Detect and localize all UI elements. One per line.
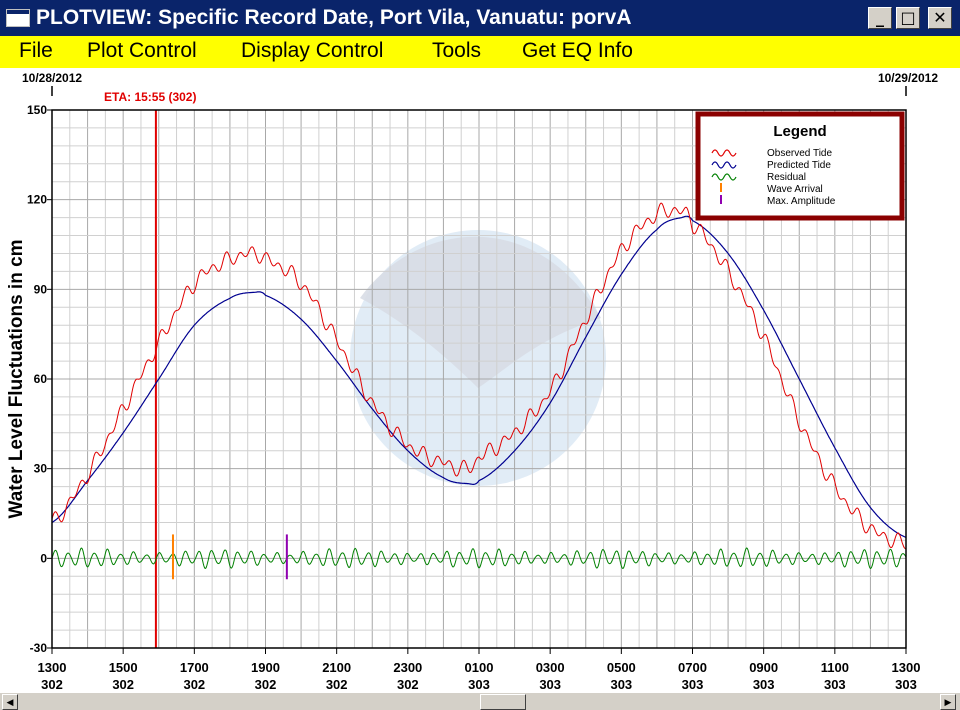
noaa-watermark (350, 230, 606, 486)
x-tick-label-day: 302 (112, 677, 134, 692)
x-tick-label-time: 0300 (536, 660, 565, 675)
legend-swatch-wave (711, 149, 737, 157)
x-tick-label-time: 1500 (109, 660, 138, 675)
x-tick-label-time: 2300 (393, 660, 422, 675)
legend-box (695, 111, 905, 221)
y-tick-label: 120 (27, 193, 47, 207)
x-tick-label-day: 302 (326, 677, 348, 692)
x-tick-label-day: 302 (255, 677, 277, 692)
legend-swatch-wave (711, 161, 737, 169)
x-tick-label-day: 303 (824, 677, 846, 692)
start-date-label: 10/28/2012 (22, 71, 82, 85)
watermark-bird (360, 236, 601, 388)
x-tick-label-day: 303 (468, 677, 490, 692)
menu-bar: File Plot Control Display Control Tools … (0, 36, 960, 68)
menu-display-control[interactable]: Display Control (241, 39, 384, 62)
tide-chart: -30 0 30 60 90 120 150 1300 302 1500 302 1700 302 190… (0, 68, 960, 692)
x-tick-label-time: 1700 (180, 660, 209, 675)
x-tick-label-day: 302 (183, 677, 205, 692)
x-tick-label-day: 302 (41, 677, 63, 692)
y-tick-label: 90 (34, 282, 48, 296)
eta-label: ETA: 15:55 (302) (104, 90, 196, 104)
menu-file[interactable]: File (19, 39, 53, 62)
x-tick-label-time: 0100 (465, 660, 494, 675)
series-line-predicted-tide (51, 215, 907, 538)
app-window-icon (6, 9, 30, 27)
scroll-left-button[interactable]: ◀ (2, 694, 18, 710)
x-tick-label-time: 1300 (892, 660, 921, 675)
legend-label: Predicted Tide (767, 160, 831, 171)
close-button[interactable]: ✕ (928, 7, 952, 29)
series-line-observed-tide (51, 202, 907, 550)
x-tick-label-day: 303 (539, 677, 561, 692)
x-tick-label-day: 303 (682, 677, 704, 692)
x-tick-label-time: 0500 (607, 660, 636, 675)
y-tick-label: 150 (27, 103, 47, 117)
y-tick-label: 0 (40, 551, 47, 565)
end-date-label: 10/29/2012 (878, 71, 938, 85)
y-tick-label: -30 (30, 641, 48, 655)
x-tick-label-day: 303 (610, 677, 632, 692)
menu-get-eq-info[interactable]: Get EQ Info (522, 39, 633, 62)
chart-svg: -30 0 30 60 90 120 150 1300 302 1500 302 1700 302 190… (6, 71, 938, 692)
y-axis-title: Water Level Fluctuations in cm (6, 239, 27, 518)
x-tick-label-day: 302 (397, 677, 419, 692)
legend-label: Observed Tide (767, 148, 832, 159)
x-tick-label-time: 2100 (322, 660, 351, 675)
y-tick-label: 60 (34, 372, 48, 386)
legend-swatch-wave (711, 173, 737, 181)
menu-plot-control[interactable]: Plot Control (87, 39, 197, 62)
legend-label: Max. Amplitude (767, 196, 836, 207)
x-tick-label-time: 1300 (38, 660, 67, 675)
x-tick-label-time: 1900 (251, 660, 280, 675)
horizontal-scrollbar[interactable]: ◀ ▶ (0, 692, 960, 710)
plot-frame (51, 109, 907, 649)
x-tick-label-day: 303 (753, 677, 775, 692)
legend-label: Wave Arrival (767, 184, 823, 195)
minimize-button[interactable]: _ (868, 7, 892, 29)
x-tick-label-time: 0700 (678, 660, 707, 675)
scroll-thumb[interactable] (480, 694, 526, 710)
x-tick-label-time: 1100 (821, 660, 849, 675)
scroll-right-button[interactable]: ▶ (940, 694, 956, 710)
y-tick-label: 30 (34, 462, 48, 476)
menu-tools[interactable]: Tools (432, 39, 482, 62)
legend-title: Legend (773, 123, 826, 140)
x-tick-label-time: 0900 (749, 660, 778, 675)
series-line-residual (51, 547, 907, 570)
title-bar: PLOTVIEW: Specific Record Date, Port Vil… (0, 0, 960, 36)
window-title: PLOTVIEW: Specific Record Date, Port Vil… (36, 6, 632, 29)
legend-label: Residual (767, 172, 806, 183)
maximize-button[interactable]: □ (896, 7, 920, 29)
x-tick-label-day: 303 (895, 677, 917, 692)
